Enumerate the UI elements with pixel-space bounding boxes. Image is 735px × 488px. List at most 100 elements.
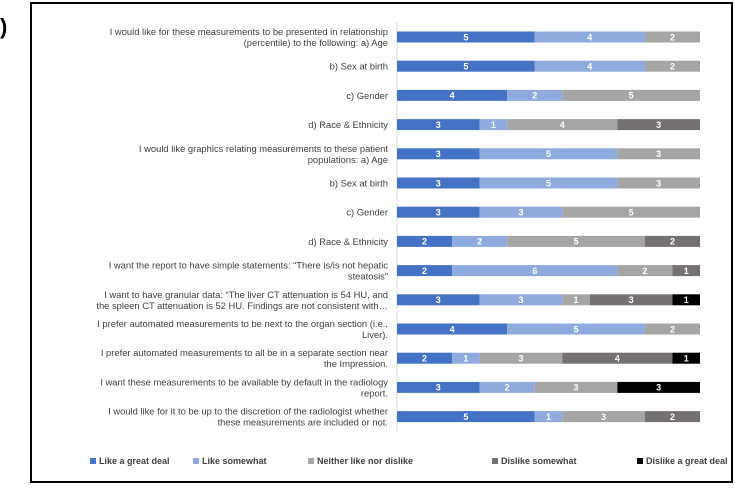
bar-segment <box>672 294 700 306</box>
data-label: 1 <box>574 295 579 305</box>
bar-segment <box>452 352 480 364</box>
bar-segment <box>507 323 645 335</box>
legend-swatch <box>193 458 199 464</box>
legend-label: Like a great deal <box>99 456 170 466</box>
category-label-line: steatosis” <box>348 271 388 282</box>
data-label: 1 <box>684 266 689 276</box>
data-label: 5 <box>629 91 634 101</box>
data-label: 5 <box>546 178 551 188</box>
bar-segment <box>672 265 700 277</box>
bar-segment <box>617 381 700 393</box>
data-label: 3 <box>518 208 523 218</box>
bar-segment <box>534 31 645 43</box>
bar-segment <box>452 235 508 247</box>
bar-segment <box>562 294 590 306</box>
data-label: 3 <box>656 383 661 393</box>
data-label: 4 <box>615 354 620 364</box>
data-label: 2 <box>422 266 427 276</box>
data-label: 4 <box>587 62 592 72</box>
data-label: 6 <box>532 266 537 276</box>
bar-segment <box>452 265 618 277</box>
data-label: 3 <box>436 149 441 159</box>
chart-frame: I would like for these measurements to b… <box>30 2 733 483</box>
data-label: 3 <box>436 178 441 188</box>
data-label: 3 <box>656 178 661 188</box>
data-label: 2 <box>422 237 427 247</box>
category-label-line: I would like for it to be up to the disc… <box>108 406 388 417</box>
data-label: 5 <box>629 208 634 218</box>
category-label-line: I would like for these measurements to b… <box>110 26 388 37</box>
data-label: 3 <box>436 208 441 218</box>
category-label-line: I want to have granular data: “The liver… <box>104 289 388 300</box>
legend-swatch <box>492 458 498 464</box>
bar-segment <box>397 411 535 423</box>
bar-segment <box>534 411 563 423</box>
bar-segment <box>507 89 563 101</box>
bar-segment <box>397 119 480 131</box>
stacked-bar-chart: I would like for these measurements to b… <box>90 22 728 466</box>
data-label: 4 <box>560 120 565 130</box>
bar-segment <box>617 265 673 277</box>
bar-segment <box>397 60 535 72</box>
bar-segment <box>644 60 700 72</box>
category-label: d) Race & Ethnicity <box>308 119 388 130</box>
category-label-line: I want the report to have simple stateme… <box>109 260 389 271</box>
bar-segment <box>534 381 618 393</box>
category-label-line: (percentile) to the following: a) Age <box>244 37 388 48</box>
bar-segment <box>397 294 480 306</box>
bar-segment <box>397 235 453 247</box>
data-label: 3 <box>436 120 441 130</box>
data-label: 5 <box>574 237 579 247</box>
data-label: 1 <box>491 120 496 130</box>
bar-segment <box>672 352 700 364</box>
category-label-line: the Impression. <box>324 358 388 369</box>
data-label: 3 <box>629 295 634 305</box>
data-label: 2 <box>505 383 510 393</box>
category-label-line: I prefer automated measurements to be ne… <box>97 318 388 329</box>
bar-segment <box>397 177 480 189</box>
bar-segment <box>617 148 700 160</box>
panel-label: ) <box>0 14 8 39</box>
bar-segment <box>397 323 508 335</box>
data-label: 2 <box>477 237 482 247</box>
category-label: b) Sex at birth <box>330 178 388 189</box>
bar-segment <box>644 323 700 335</box>
bar-segment <box>397 89 508 101</box>
data-label: 2 <box>642 266 647 276</box>
category-label-line: these measurements are included or not. <box>218 417 388 428</box>
bar-segment <box>397 265 453 277</box>
category-label: I would like for it to be up to the disc… <box>108 406 388 428</box>
data-label: 4 <box>587 32 592 42</box>
legend-label: Like somewhat <box>202 456 267 466</box>
data-label: 3 <box>436 295 441 305</box>
category-label: I want these measurements to be availabl… <box>100 376 388 398</box>
bar-segment <box>562 89 700 101</box>
data-label: 3 <box>518 295 523 305</box>
data-label: 2 <box>670 412 675 422</box>
category-label: I want the report to have simple stateme… <box>109 260 389 282</box>
bar-segment <box>644 235 700 247</box>
category-label: c) Gender <box>346 90 388 101</box>
legend-label: Dislike somewhat <box>501 456 577 466</box>
bar-segment <box>479 294 563 306</box>
bar-segment <box>589 294 673 306</box>
data-label: 4 <box>450 324 455 334</box>
data-label: 3 <box>518 354 523 364</box>
bar-segment <box>644 411 700 423</box>
category-label-line: I would like graphics relating measureme… <box>139 143 388 154</box>
data-label: 5 <box>463 412 468 422</box>
category-label: I would like graphics relating measureme… <box>139 143 388 165</box>
legend-swatch <box>637 458 643 464</box>
bar-segment <box>507 119 618 131</box>
category-label-line: report. <box>361 387 388 398</box>
data-label: 2 <box>532 91 537 101</box>
category-label: b) Sex at birth <box>330 61 388 72</box>
data-label: 5 <box>574 324 579 334</box>
category-label-line: I prefer automated measurements to all b… <box>101 347 388 358</box>
category-label: I would like for these measurements to b… <box>110 26 388 48</box>
data-label: 2 <box>670 324 675 334</box>
category-label-line: d) Race & Ethnicity <box>308 119 388 130</box>
data-label: 2 <box>422 354 427 364</box>
bar-segment <box>479 381 535 393</box>
data-label: 3 <box>656 149 661 159</box>
